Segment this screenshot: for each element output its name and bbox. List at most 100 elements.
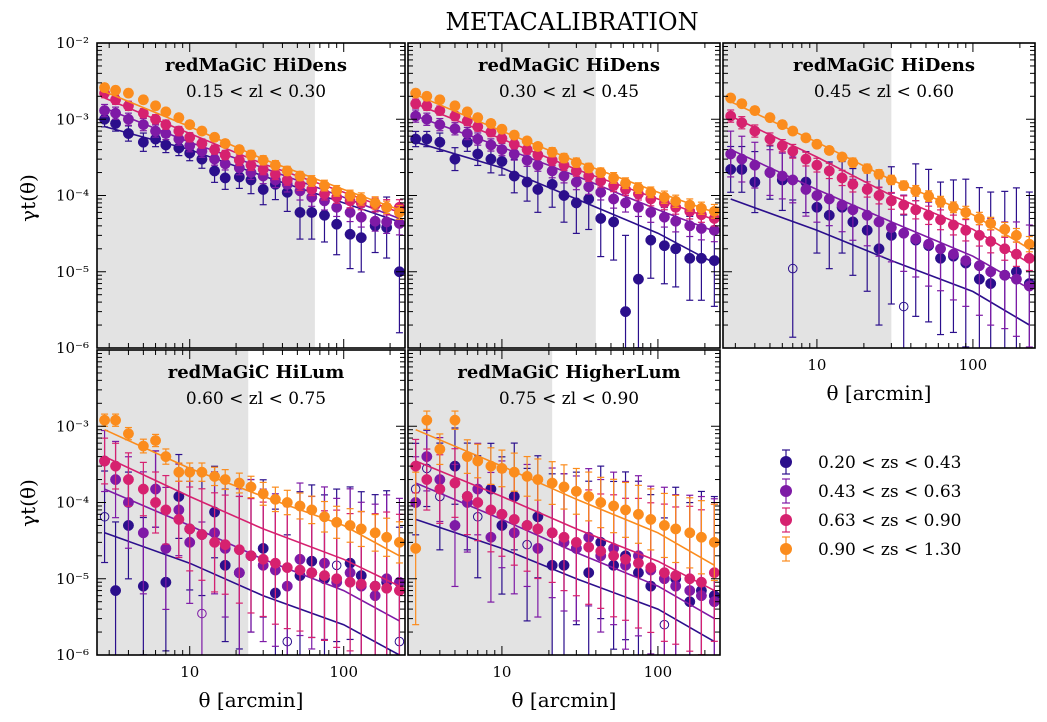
data-point [885,195,897,207]
data-point [461,128,473,139]
data-point [449,414,461,426]
legend-label: 0.20 < zs < 0.43 [818,453,962,473]
data-point [749,125,761,137]
data-point [960,255,972,267]
data-point [508,466,520,478]
data-point [421,100,433,112]
data-point [645,562,657,574]
data-point [645,234,657,246]
y-axis-label-top: γt(θ) [16,174,40,222]
data-point [811,190,823,201]
data-point [632,201,644,213]
data-point [973,260,985,272]
data-point [873,190,885,201]
data-point [306,206,318,218]
data-point [558,531,570,543]
series-2 [725,130,1035,348]
data-point [823,165,835,177]
ticks [97,42,405,349]
data-point [257,488,269,500]
data-point [595,497,607,508]
x-axis-label: θ [arcmin] [827,381,932,405]
legend-label: 0.43 < zs < 0.63 [818,482,962,502]
data-point [150,113,162,125]
y-tick-label: 10⁻⁶ [56,646,89,664]
data-point [1023,280,1035,292]
data-point [1010,273,1022,285]
data-point [973,213,985,224]
data-point [472,148,484,160]
y-tick-label: 10⁻⁴ [56,494,89,512]
data-point [110,460,122,472]
data-point [695,252,707,264]
data-point [173,125,185,137]
panel-1: 10⁻⁶ 10⁻⁵ 10⁻⁴ 10⁻³ 10⁻² redMaGiC HiDens 0.15 … [56,34,406,357]
data-point [684,573,696,585]
panel-sample-label: redMaGiC HiDens [793,55,975,76]
data-point [658,567,670,579]
figure-title: METACALIBRATION [445,8,698,36]
data-point [658,520,670,531]
series-4 [410,410,720,626]
data-point [410,98,422,110]
data-point [960,224,972,236]
data-point [410,110,422,122]
data-point [695,202,707,214]
data-point [137,94,149,106]
y-tick-label: 10⁻² [56,34,89,52]
panel-sample-label: redMaGiC HigherLum [457,362,680,383]
data-point [449,123,461,135]
data-point [670,195,682,207]
data-point [898,301,909,312]
data-point [269,493,281,505]
x-tick-label: 100 [959,356,988,374]
y-axis-label-bottom: γt(θ) [16,479,40,527]
data-point [749,159,761,171]
panels: 10⁻⁶ 10⁻⁵ 10⁻⁴ 10⁻³ 10⁻² redMaGiC HiDens 0.15 … [56,34,1036,712]
data-point [173,513,185,525]
data-point [532,474,544,485]
data-point [122,474,134,485]
data-point [632,182,644,194]
x-tick-label: 10 [492,663,511,681]
legend-label: 0.63 < zs < 0.90 [818,511,962,531]
data-point [521,135,533,147]
panel-4: 10 100 θ [arcmin] 10⁻⁶ 10⁻⁵ 10⁻⁴ 10⁻³ redMaGiC … [56,349,406,712]
data-point [985,235,997,247]
data-point [196,466,208,478]
data-point [1023,238,1035,250]
data-point [257,553,269,565]
series-4 [725,92,1035,253]
data-point [595,545,607,557]
data-point [496,123,508,135]
data-point [787,263,798,274]
data-point [1023,252,1035,264]
data-point [1010,248,1022,260]
data-point [800,132,812,144]
data-point [620,553,631,565]
series-4 [99,82,405,220]
data-point [122,87,134,99]
panel-plot-area [725,92,1035,348]
data-point [583,181,595,193]
data-point [369,197,381,209]
data-point [99,82,111,94]
legend-label: 0.90 < zs < 1.30 [818,540,962,560]
data-point [695,576,707,588]
data-point [137,440,149,452]
data-point [485,460,497,472]
ticks [723,42,1035,349]
data-point [583,162,595,174]
data-point [558,190,570,201]
data-point [434,443,446,455]
data-point [355,232,367,244]
data-point [570,176,582,188]
data-point [847,178,859,190]
data-point [294,564,306,576]
data-point [219,138,231,150]
data-point [496,462,508,474]
data-point [137,119,149,131]
data-point [1010,229,1022,241]
data-point [381,582,393,594]
